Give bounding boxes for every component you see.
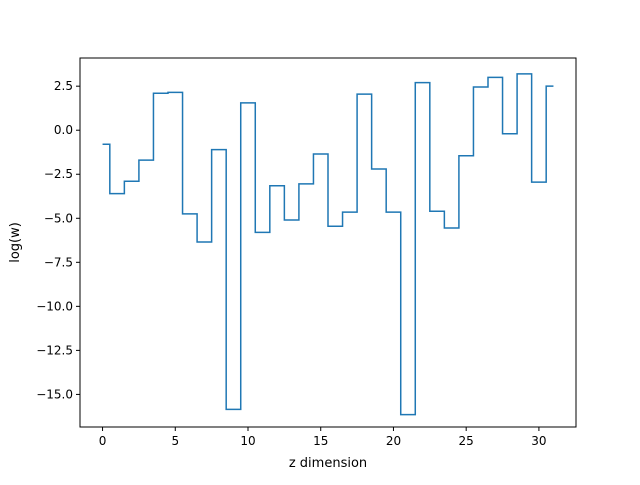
x-tick-label: 10 (240, 434, 255, 448)
series-layer (102, 73, 554, 416)
y-tick-label: −2.5 (44, 167, 73, 181)
y-tick-label: −12.5 (36, 343, 73, 357)
x-tick-label: 25 (459, 434, 474, 448)
y-tick-label: −15.0 (36, 387, 73, 401)
x-tick-label: 0 (99, 434, 107, 448)
x-axis-label: z dimension (289, 456, 367, 471)
ticks-layer: 0 5 10 15 20 25 30 2.5 0.0 −2.5 −5.0 −7.5 −10.0 −12.5… (36, 79, 546, 448)
plot-frame (79, 57, 577, 428)
y-tick-label: −10.0 (36, 299, 73, 313)
y-tick-label: −7.5 (44, 255, 73, 269)
x-tick-label: 20 (386, 434, 401, 448)
y-axis-label: log(w) (8, 222, 23, 263)
x-tick-label: 30 (531, 434, 546, 448)
y-tick-label: 2.5 (54, 79, 73, 93)
y-tick-label: 0.0 (54, 123, 73, 137)
x-tick-label: 15 (313, 434, 328, 448)
series-line (102, 73, 554, 416)
y-tick-label: −5.0 (44, 211, 73, 225)
x-tick-label: 5 (171, 434, 179, 448)
